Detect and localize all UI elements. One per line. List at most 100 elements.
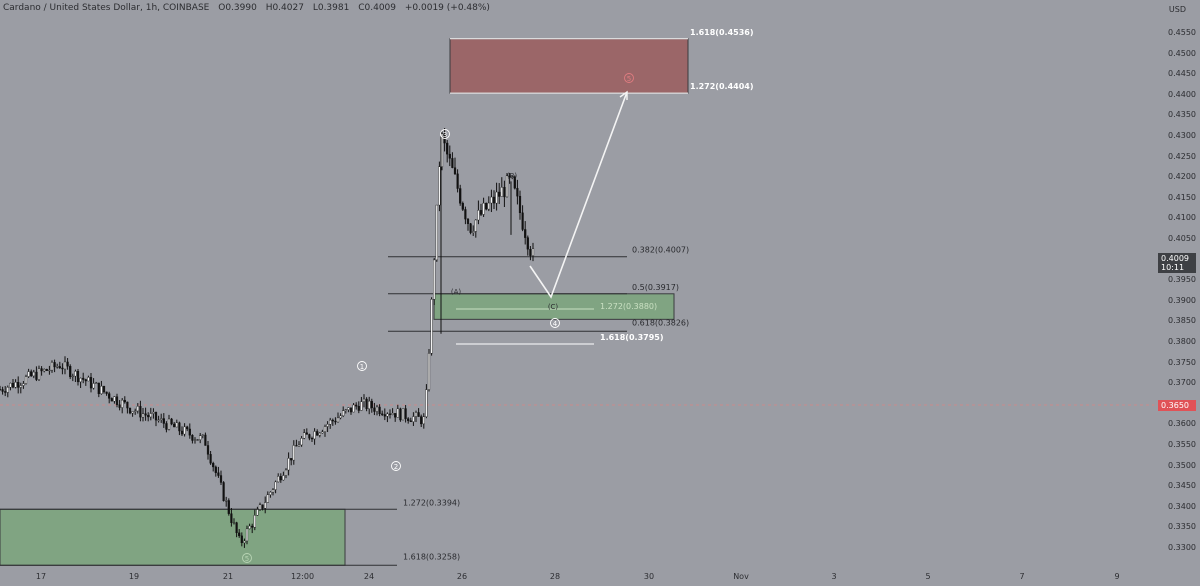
- candle-body: [188, 428, 191, 436]
- price-tick: 0.4250: [1168, 151, 1196, 161]
- price-tick: 0.4350: [1168, 110, 1196, 120]
- candle-body: [479, 210, 483, 215]
- price-tick: 0.4150: [1168, 192, 1196, 202]
- time-tick: 7: [1019, 572, 1025, 581]
- candle-body: [74, 371, 77, 377]
- current-price: 0.4009: [1161, 254, 1189, 263]
- candle-body: [521, 212, 524, 230]
- time-tick: 12:00: [291, 572, 315, 581]
- candle-body: [513, 176, 516, 189]
- wave-label: 5: [245, 555, 249, 563]
- candle-body: [316, 431, 319, 436]
- candle-body: [295, 445, 298, 447]
- candle-body: [245, 528, 249, 542]
- candle-body: [71, 375, 74, 378]
- candle-body: [196, 439, 199, 441]
- candle-body: [383, 414, 386, 417]
- candle-body: [131, 411, 134, 414]
- candle-body: [396, 408, 399, 418]
- candle-body: [144, 413, 147, 416]
- candle-body: [126, 401, 129, 409]
- time-tick: 24: [363, 572, 375, 581]
- candle-body: [113, 396, 116, 402]
- candle-body: [186, 426, 189, 430]
- candle-body: [232, 522, 236, 524]
- candle-body: [136, 406, 139, 412]
- time-tick: 30: [643, 572, 655, 581]
- fib-label: 0.382(0.4007): [632, 246, 689, 255]
- fib-label: 1.272(0.3394): [403, 498, 460, 507]
- candle-body: [360, 401, 363, 411]
- candle-body: [378, 406, 381, 415]
- candle-body: [404, 408, 407, 419]
- candle-body: [40, 368, 43, 372]
- price-tick: 0.4400: [1168, 89, 1196, 99]
- candle-body: [175, 422, 178, 428]
- wave-label: 4: [553, 320, 558, 328]
- price-tick: 0.3600: [1168, 419, 1196, 429]
- candle-body: [58, 366, 61, 369]
- candle-body: [183, 426, 186, 435]
- candle-body: [331, 419, 334, 422]
- price-tick: 0.4300: [1168, 131, 1196, 140]
- candle-body: [508, 175, 511, 178]
- price-tick: 0.3550: [1168, 440, 1196, 449]
- ohlc-low: L0.3981: [312, 3, 350, 13]
- candle-body: [253, 515, 256, 528]
- candle-body: [433, 259, 436, 300]
- time-tick: 3: [831, 572, 837, 581]
- candle-body: [529, 249, 532, 256]
- candle-body: [162, 418, 165, 424]
- symbol-header: Cardano / United States Dollar, 1h, COIN…: [3, 3, 496, 13]
- candle-body: [9, 382, 12, 388]
- ohlc-change: +0.0019 (+0.48%): [404, 3, 490, 13]
- candle-body: [355, 404, 358, 407]
- candle-body: [391, 413, 394, 415]
- wave-circle-icon: [624, 73, 634, 83]
- candle-body: [240, 535, 243, 544]
- candle-body: [256, 509, 259, 516]
- candle-body: [352, 404, 355, 413]
- candle-body: [386, 413, 389, 417]
- candle-body: [217, 472, 220, 476]
- candle-body: [375, 406, 379, 412]
- candle-body: [95, 382, 98, 384]
- candle-body: [11, 382, 15, 388]
- currency-label: USD: [1168, 5, 1186, 14]
- candle-body: [84, 379, 87, 382]
- candle-body: [19, 385, 22, 388]
- candle-body: [82, 377, 85, 380]
- candle-body: [349, 407, 353, 413]
- price-tick: 0.3950: [1168, 275, 1196, 285]
- candle-body: [459, 188, 462, 204]
- price-tick: 0.3350: [1168, 522, 1196, 532]
- candle-body: [524, 229, 527, 238]
- candle-body: [17, 382, 20, 388]
- candle-body: [225, 500, 228, 502]
- candle-body: [24, 376, 28, 384]
- candle-body: [394, 413, 397, 418]
- candle-body: [430, 299, 433, 354]
- candle-body: [50, 362, 54, 371]
- candle-body: [456, 173, 459, 189]
- candle-body: [381, 413, 384, 415]
- candle-body: [14, 382, 17, 388]
- fib-label: 0.5(0.3917): [632, 283, 679, 292]
- candle-body: [204, 434, 207, 446]
- candle-body: [222, 482, 225, 501]
- candle-body: [487, 202, 490, 210]
- time-tick: Nov: [733, 572, 749, 581]
- bar-countdown: 10:11: [1161, 263, 1185, 272]
- candle-body: [271, 489, 275, 493]
- wave-label: 2: [394, 463, 398, 471]
- wave-circle-icon: [242, 553, 252, 563]
- candle-body: [160, 418, 163, 421]
- candle-body: [308, 434, 311, 439]
- candle-body: [511, 176, 514, 178]
- candle-body: [165, 423, 168, 430]
- candle-body: [269, 491, 272, 495]
- candle-body: [451, 158, 454, 168]
- candle-body: [297, 444, 301, 447]
- candle-body: [219, 475, 223, 483]
